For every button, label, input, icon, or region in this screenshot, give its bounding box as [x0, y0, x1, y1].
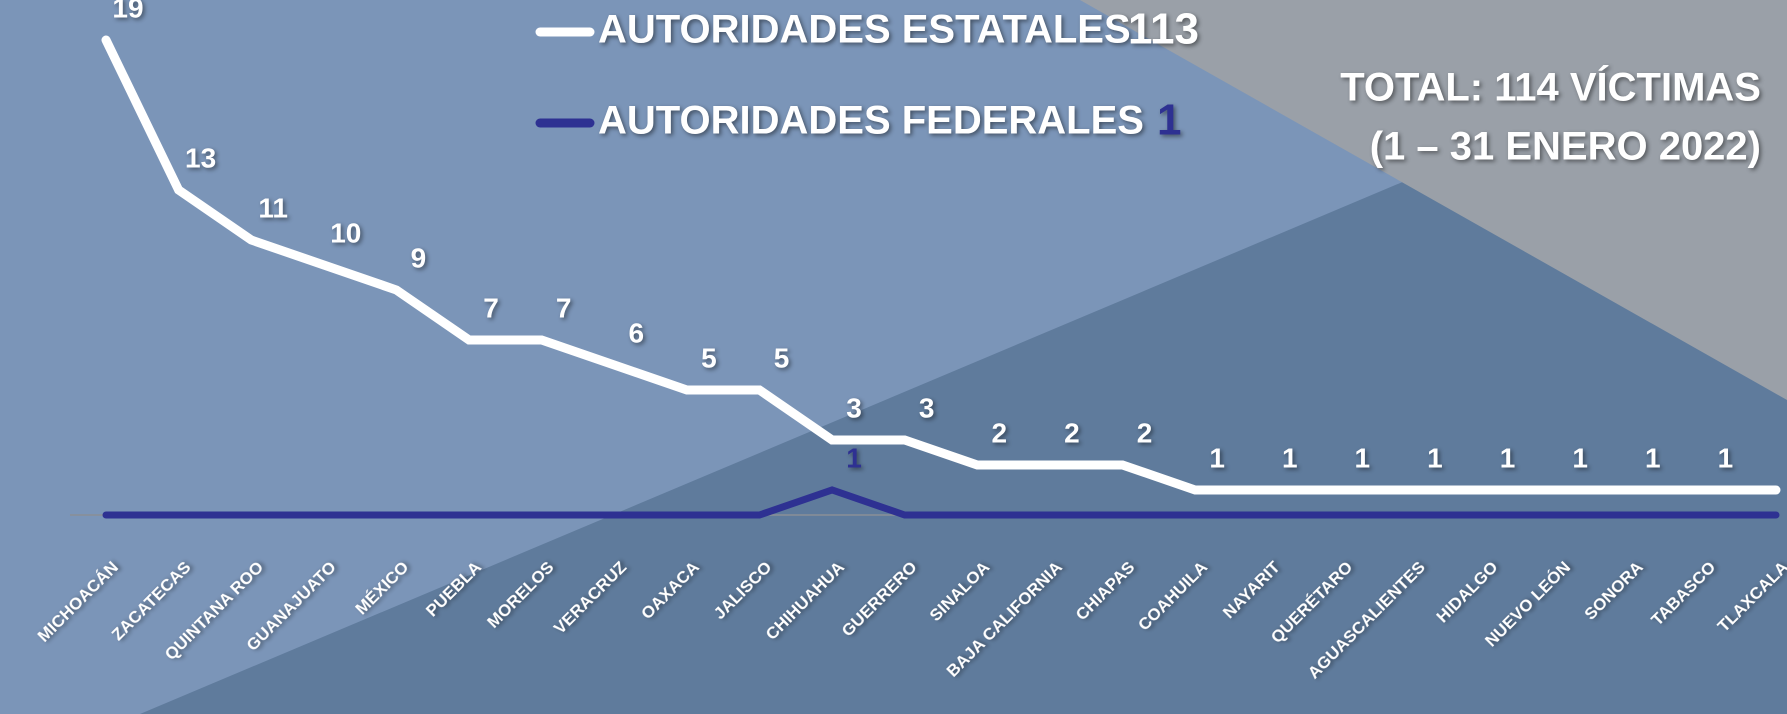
- data-label: 2: [1064, 417, 1080, 448]
- data-label: 19: [112, 0, 143, 23]
- data-label: 3: [846, 392, 862, 423]
- data-label: 1: [1355, 442, 1371, 473]
- data-label: 1: [1282, 442, 1298, 473]
- legend-total: 1: [1157, 96, 1181, 145]
- data-label: 1: [1718, 442, 1734, 473]
- data-label: 1: [1427, 442, 1443, 473]
- background-shape: [1080, 0, 1787, 400]
- data-label: 5: [774, 342, 790, 373]
- series-line: [102, 486, 1780, 519]
- data-label: 1: [1572, 442, 1588, 473]
- chart-subtitle: (1 – 31 ENERO 2022): [1370, 125, 1761, 169]
- data-label: 3: [919, 392, 935, 423]
- data-label: 1: [1500, 442, 1516, 473]
- data-label: 11: [258, 192, 288, 223]
- legend-label: AUTORIDADES FEDERALES: [598, 99, 1144, 143]
- data-label: 6: [628, 317, 644, 348]
- data-label: 7: [556, 292, 572, 323]
- series-line: [101, 35, 1781, 495]
- data-label: 1: [1645, 442, 1661, 473]
- data-label: 13: [185, 142, 216, 173]
- data-label: 10: [330, 217, 361, 248]
- data-label: 7: [483, 292, 499, 323]
- data-label: 2: [992, 417, 1008, 448]
- background-shape: [140, 20, 1787, 714]
- data-label: 9: [411, 242, 427, 273]
- data-label: 2: [1137, 417, 1153, 448]
- legend-total: 113: [1128, 5, 1199, 54]
- chart-title: TOTAL: 114 VÍCTIMAS: [1340, 65, 1761, 110]
- data-label: 1: [1209, 442, 1225, 473]
- legend-label: AUTORIDADES ESTATALES: [598, 8, 1131, 52]
- data-label: 1: [846, 442, 862, 473]
- data-label: 5: [701, 342, 717, 373]
